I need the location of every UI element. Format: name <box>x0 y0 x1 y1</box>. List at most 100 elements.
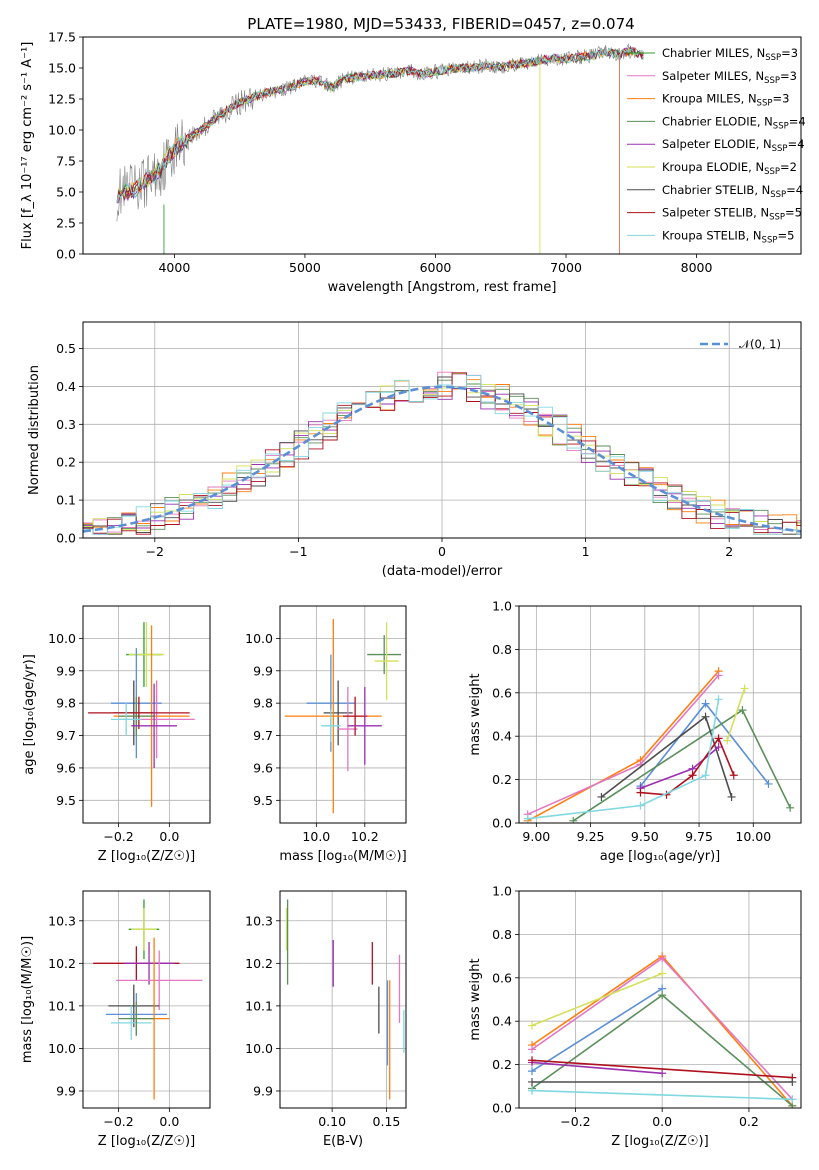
weight-marker <box>714 734 723 743</box>
y-tick-label: 10.0 <box>48 123 76 138</box>
weight-series-line <box>639 702 770 787</box>
errorbar-points <box>285 899 405 1100</box>
y-tick-label: 9.8 <box>56 696 76 711</box>
legend-tail: =3 <box>772 92 789 106</box>
y-tick-label: 9.9 <box>56 663 76 678</box>
panel-age-vs-Z: −0.2 0.0 9.5 9.6 9.7 9.8 9.9 10.0 Z [log₁₀(Z/Z☉)… <box>22 605 211 864</box>
weight-marker <box>764 779 773 788</box>
normal-curve <box>82 385 802 533</box>
weight-marker <box>738 706 747 715</box>
y-axis-label: mass [log₁₀(M/M☉)] <box>20 936 35 1063</box>
legend-label: 𝒩(0, 1) <box>739 337 781 351</box>
weight-lines <box>523 667 795 823</box>
x-tick-label: −1 <box>289 544 307 559</box>
legend-tail: =3 <box>781 46 798 60</box>
x-tick-label: 6000 <box>420 260 452 275</box>
x-tick-label: −0.2 <box>103 829 133 844</box>
y-tick-label: 10.1 <box>48 998 76 1013</box>
histogram-series <box>83 372 801 535</box>
legend-subscript: SSP <box>757 99 773 109</box>
axes-frame <box>82 890 211 1109</box>
weight-marker <box>788 1095 797 1104</box>
weight-lines <box>528 952 797 1108</box>
weight-marker <box>658 1069 667 1078</box>
weight-series-line <box>531 1061 663 1075</box>
spectrum-lines <box>116 43 645 254</box>
weight-marker <box>701 771 710 780</box>
legend-tail: =5 <box>785 206 802 220</box>
weight-marker <box>528 1056 537 1065</box>
y-tick-label: 10.0 <box>245 1041 273 1056</box>
x-tick-label: −2 <box>146 544 164 559</box>
legend-subscript: SSP <box>769 213 785 223</box>
axes-frame <box>518 890 802 1109</box>
y-tick-label: 12.5 <box>48 92 76 107</box>
histogram-series <box>83 373 801 535</box>
weight-marker <box>714 743 723 752</box>
figure-title: PLATE=1980, MJD=53433, FIBERID=0457, z=0… <box>247 15 634 33</box>
x-tick-label: 9.00 <box>522 829 550 844</box>
legend-subscript: SSP <box>765 53 781 63</box>
y-axis-label: mass weight <box>468 673 483 755</box>
x-tick-label: 1 <box>582 544 590 559</box>
weight-marker <box>714 671 723 680</box>
y-tick-label: 9.6 <box>56 760 76 775</box>
axes-frame <box>82 321 802 539</box>
x-tick-label: −0.2 <box>103 1114 133 1129</box>
y-tick-label: 0.0 <box>56 531 76 546</box>
y-axis-label: age [log₁₀(age/yr)] <box>22 654 37 775</box>
weight-marker <box>528 1086 537 1095</box>
legend-label: Kroupa STELIB, NSSP=5 <box>662 228 794 245</box>
x-tick-label: 4000 <box>158 260 190 275</box>
weight-marker <box>569 816 578 823</box>
x-axis-label: Z [log₁₀(Z/Z☉)] <box>98 849 195 864</box>
legend-label: Salpeter STELIB, NSSP=5 <box>662 206 802 223</box>
weight-marker <box>528 1045 537 1054</box>
errorbar-points <box>93 899 203 1100</box>
panel-age-vs-mass: 10.0 10.2 9.5 9.6 9.7 9.8 9.9 10.0 mass [log₁₀(M… <box>245 605 407 864</box>
legend-label: Chabrier STELIB, NSSP=4 <box>662 183 803 200</box>
weight-series-line <box>531 987 663 1072</box>
y-tick-label: 0.2 <box>492 772 512 787</box>
y-tick-label: 10.1 <box>245 998 273 1013</box>
x-tick-label: 0.15 <box>373 1114 401 1129</box>
y-tick-label: 0.5 <box>56 341 76 356</box>
panel-residual-histogram: −2 −1 0 1 2 0.0 0.1 0.2 0.3 0.4 0.5 (data-model)/er… <box>27 321 802 579</box>
spectrum-model-line <box>116 45 644 204</box>
legend-tail: =4 <box>789 114 806 128</box>
y-tick-label: 0.6 <box>492 970 512 985</box>
x-tick-label: 10.0 <box>302 829 330 844</box>
y-tick-label: 0.4 <box>492 729 512 744</box>
y-tick-label: 10.3 <box>48 913 76 928</box>
x-axis-label: Z [log₁₀(Z/Z☉)] <box>611 1134 708 1149</box>
y-tick-label: 17.5 <box>48 30 76 45</box>
panel-weight-vs-Z: −0.2 0.0 0.2 0.0 0.2 0.4 0.6 0.8 1.0 Z [log₁₀(Z/Z… <box>468 884 802 1149</box>
x-tick-label: 2 <box>725 544 733 559</box>
weight-series-line <box>572 709 791 822</box>
histogram-series <box>83 379 801 535</box>
weight-marker <box>714 695 723 704</box>
y-tick-label: 9.9 <box>253 1083 273 1098</box>
y-tick-label: 9.5 <box>56 793 76 808</box>
y-axis-label: Normed distribution <box>27 365 42 495</box>
y-tick-label: 9.8 <box>253 696 273 711</box>
y-tick-label: 0.2 <box>492 1057 512 1072</box>
weight-marker <box>786 803 795 812</box>
y-tick-label: 10.0 <box>48 1041 76 1056</box>
y-tick-label: 0.2 <box>56 455 76 470</box>
legend-tail: =2 <box>780 160 797 174</box>
legend-tail: =3 <box>780 69 797 83</box>
legend-subscript: SSP <box>764 167 780 177</box>
histogram-series <box>83 387 801 535</box>
x-tick-label: 0 <box>438 544 446 559</box>
y-tick-label: 0.4 <box>56 379 76 394</box>
weight-marker <box>788 1077 797 1086</box>
weight-marker <box>658 969 667 978</box>
weight-series-line <box>527 699 720 820</box>
y-tick-label: 2.5 <box>56 216 76 231</box>
legend-subscript: SSP <box>770 190 786 200</box>
y-tick-label: 15.0 <box>48 61 76 76</box>
weight-marker <box>658 991 667 1000</box>
y-axis-label: Flux [f_λ 10⁻¹⁷ erg cm⁻² s⁻¹ A⁻¹] <box>20 42 35 250</box>
